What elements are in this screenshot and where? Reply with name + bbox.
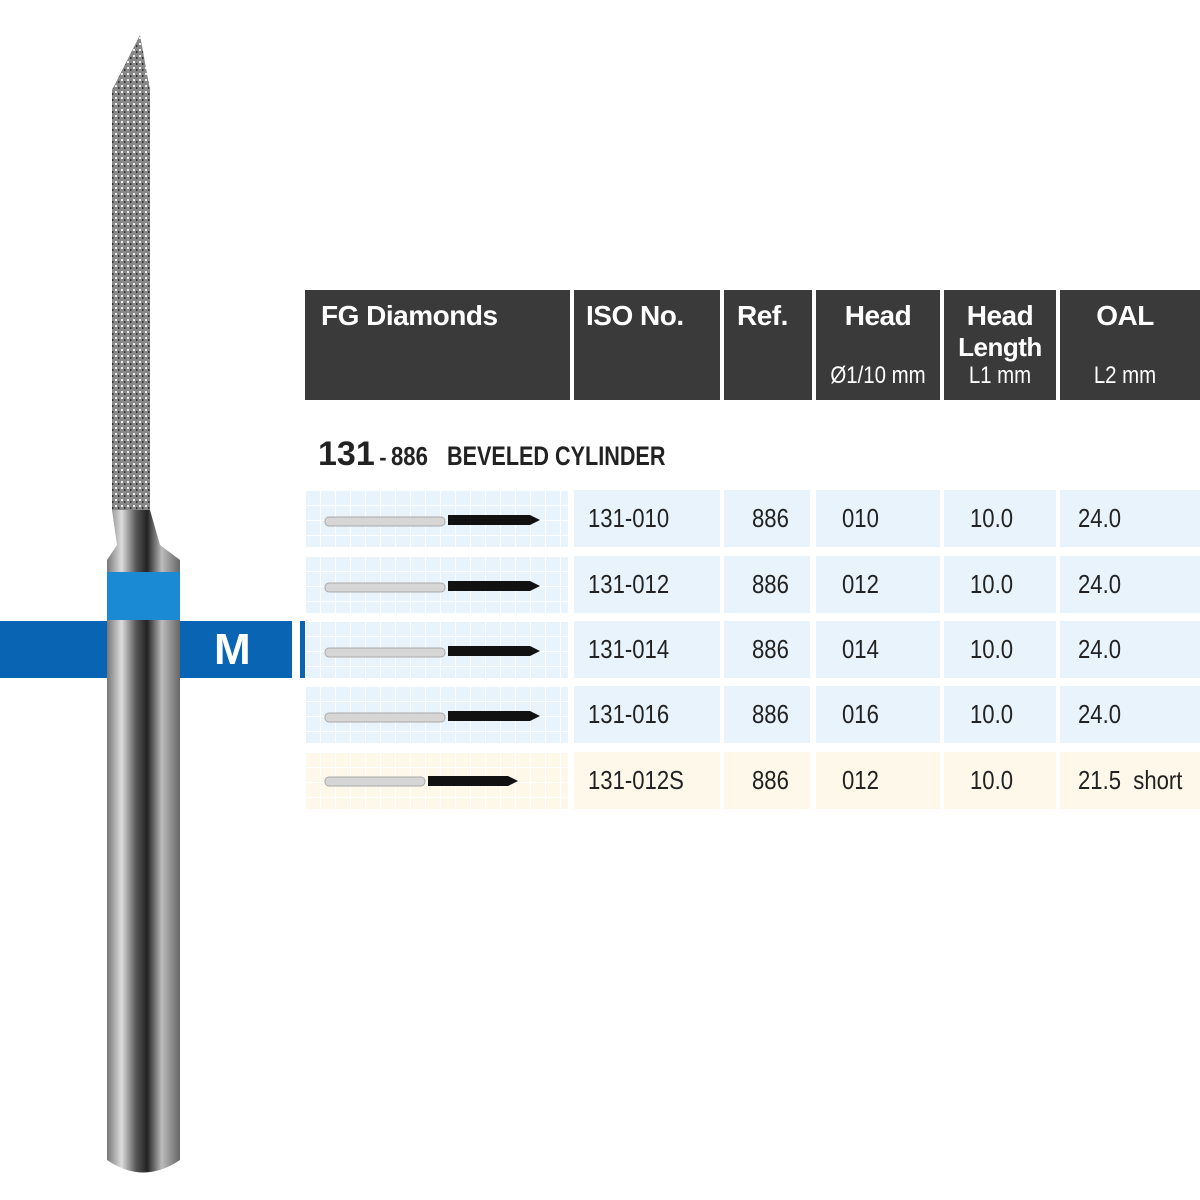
- cell-text: 10.0: [970, 765, 1014, 795]
- section-number: 131: [318, 435, 375, 473]
- header-head-length: Head Length L1 mm: [944, 290, 1056, 400]
- bur-thumbnail: [305, 556, 568, 613]
- header-label: OAL: [1096, 300, 1154, 331]
- cell-iso: 131-010: [574, 490, 720, 547]
- cell-ref: 886: [724, 686, 810, 743]
- cell-oal: 21.5 short: [1060, 752, 1200, 809]
- cell-oal: 24.0: [1060, 686, 1200, 743]
- cell-text: 131-012: [588, 569, 670, 599]
- header-head: Head Ø1/10 mm: [816, 290, 940, 400]
- cell-text: 24.0: [1078, 503, 1122, 533]
- cell-text: 010: [842, 503, 879, 533]
- cell-iso: 131-016: [574, 686, 720, 743]
- header-unit: L2 mm: [1093, 362, 1157, 389]
- cell-oal: 24.0: [1060, 490, 1200, 547]
- header-label: FG Diamonds: [321, 300, 498, 331]
- cell-text: 012: [842, 765, 879, 795]
- bur-shape-icon: [324, 776, 518, 787]
- cell-iso: 131-012S: [574, 752, 720, 809]
- cell-text: 10.0: [970, 569, 1014, 599]
- cell-text: 014: [842, 634, 879, 664]
- cell-ref: 886: [724, 752, 810, 809]
- cell-length: 10.0: [944, 686, 1056, 743]
- cell-text: 10.0: [970, 699, 1014, 729]
- section-ref: 886: [390, 441, 428, 471]
- cell-oal: 24.0: [1060, 621, 1200, 678]
- table-row: 131-012 886 012 10.0 24.0: [305, 556, 1200, 613]
- bur-thumbnail: [305, 686, 568, 743]
- cell-head: 014: [816, 621, 940, 678]
- cell-text: 012: [842, 569, 879, 599]
- cell-ref: 886: [724, 490, 810, 547]
- diamond-bur-illustration: [107, 35, 180, 1173]
- bur-shape-icon: [324, 646, 540, 658]
- header-label: Head: [966, 300, 1034, 331]
- cell-text: 016: [842, 699, 879, 729]
- grit-label: M: [214, 625, 251, 674]
- cell-text: 24.0: [1078, 634, 1122, 664]
- header-unit: Ø1/10 mm: [830, 362, 926, 389]
- table-row: 131-012S 886 012 10.0 21.5 short: [305, 752, 1200, 809]
- header-iso: ISO No.: [574, 290, 720, 400]
- header-label: Head: [844, 300, 912, 331]
- cell-length: 10.0: [944, 621, 1056, 678]
- cell-ref: 886: [724, 621, 810, 678]
- grit-color-band: [107, 572, 180, 620]
- cell-text: 131-014: [588, 634, 670, 664]
- header-ref: Ref.: [724, 290, 812, 400]
- cell-text: 24.0: [1078, 569, 1122, 599]
- header-label: Length: [958, 332, 1042, 362]
- cell-text: 886: [752, 699, 789, 729]
- cell-text: 886: [752, 503, 789, 533]
- cell-head: 016: [816, 686, 940, 743]
- cell-text: 10.0: [970, 634, 1014, 664]
- cell-text: 131-012S: [588, 765, 684, 795]
- bur-shape-icon: [324, 581, 540, 593]
- bur-thumbnail: [305, 490, 568, 547]
- header-fg-diamonds: FG Diamonds: [305, 290, 570, 400]
- cell-length: 10.0: [944, 490, 1056, 547]
- bur-shape-icon: [324, 711, 540, 723]
- cell-head: 010: [816, 490, 940, 547]
- cell-head: 012: [816, 556, 940, 613]
- cell-text: 131-016: [588, 699, 670, 729]
- cell-text: 886: [752, 765, 789, 795]
- header-label: ISO No.: [586, 300, 684, 331]
- table-row: 131-016 886 016 10.0 24.0: [305, 686, 1200, 743]
- cell-text: 886: [752, 634, 789, 664]
- cell-text: 10.0: [970, 503, 1014, 533]
- cell-head: 012: [816, 752, 940, 809]
- section-title: 131 - 886 BEVELED CYLINDER: [318, 435, 720, 474]
- cell-text: 24.0: [1078, 699, 1122, 729]
- header-unit: L1 mm: [968, 362, 1032, 389]
- header-oal: OAL L2 mm: [1060, 290, 1200, 400]
- cell-iso: 131-012: [574, 556, 720, 613]
- cell-oal: 24.0: [1060, 556, 1200, 613]
- section-shape: BEVELED CYLINDER: [446, 441, 666, 471]
- cell-text: 886: [752, 569, 789, 599]
- cell-text: 21.5 short: [1078, 765, 1183, 795]
- cell-length: 10.0: [944, 556, 1056, 613]
- table-row: 131-014 886 014 10.0 24.0: [305, 621, 1200, 678]
- bur-thumbnail: [305, 621, 568, 678]
- cell-ref: 886: [724, 556, 810, 613]
- cell-length: 10.0: [944, 752, 1056, 809]
- header-label: Ref.: [737, 300, 788, 331]
- section-separator: -: [379, 445, 387, 470]
- cell-text: 131-010: [588, 503, 670, 533]
- table-row: 131-010 886 010 10.0 24.0: [305, 490, 1200, 547]
- bur-shape-icon: [324, 515, 540, 527]
- cell-iso: 131-014: [574, 621, 720, 678]
- bur-shank-overlay: [107, 621, 180, 678]
- bur-thumbnail: [305, 752, 568, 809]
